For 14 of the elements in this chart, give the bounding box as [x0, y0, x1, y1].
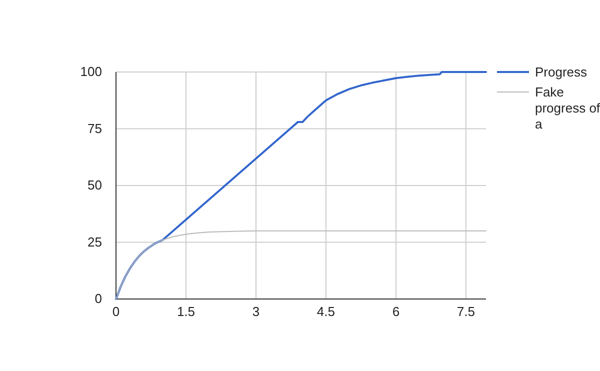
- x-tick-label: 7.5: [456, 304, 475, 320]
- x-tick-label: 3: [252, 304, 260, 320]
- y-tick-label: 25: [88, 234, 102, 250]
- y-tick-label: 75: [88, 120, 102, 136]
- x-tick-label: 4.5: [316, 304, 335, 320]
- legend-label: Fake progress of a: [535, 84, 600, 132]
- x-tick-label: 1.5: [176, 304, 196, 320]
- line-series: [115, 71, 487, 300]
- y-tick-label: 100: [80, 64, 102, 80]
- legend-label: Progress: [535, 64, 588, 80]
- x-tick-label: 6: [392, 304, 400, 320]
- y-tick-label: 0: [94, 291, 102, 306]
- x-tick-label: 0: [112, 304, 120, 320]
- y-tick-label: 50: [88, 178, 102, 193]
